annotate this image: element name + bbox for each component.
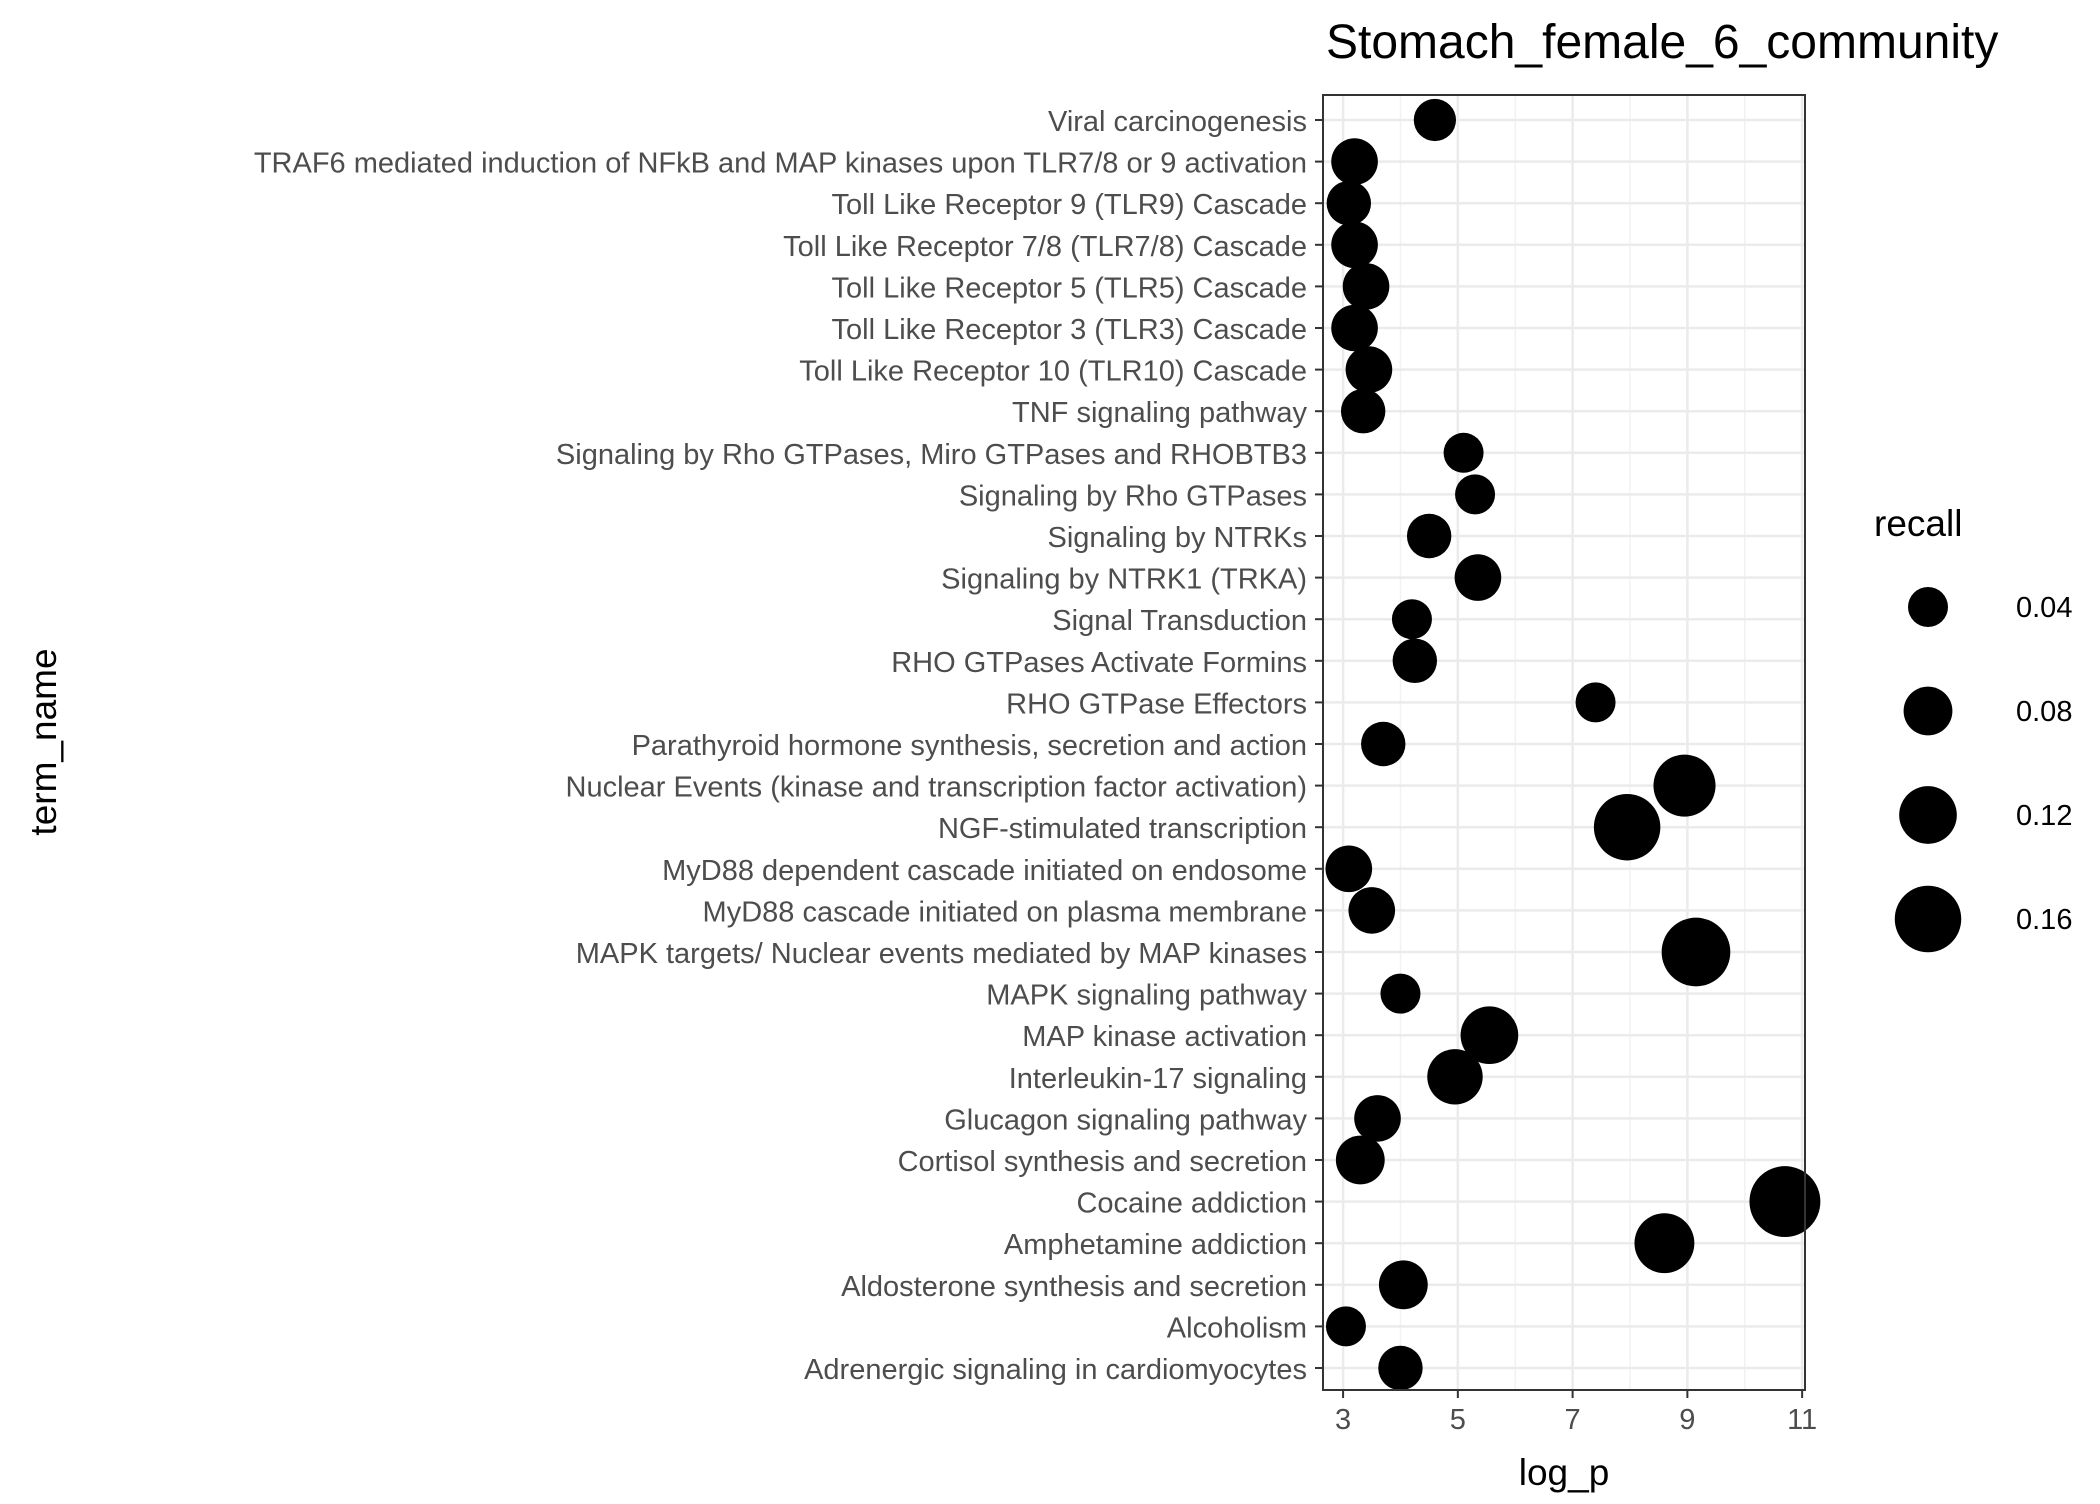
y-tick-label: Nuclear Events (kinase and transcription… (566, 772, 1307, 804)
y-tick-label: MAPK signaling pathway (986, 980, 1307, 1012)
data-point (1340, 388, 1386, 434)
y-axis: Viral carcinogenesis TRAF6 mediated induc… (254, 106, 1323, 1386)
data-point (1575, 682, 1616, 723)
data-point (1378, 1260, 1428, 1310)
data-point (1391, 599, 1432, 640)
chart-title: Stomach_female_6_community (1326, 16, 1998, 69)
x-tick-label: 5 (1450, 1404, 1466, 1436)
legend-key-circle (1899, 786, 1957, 844)
data-point (1413, 98, 1456, 142)
data-point (1392, 638, 1438, 684)
legend: recall 0.04 0.08 0.12 0.16 (1874, 503, 2072, 953)
y-tick-label: Signaling by NTRKs (1048, 522, 1308, 554)
y-tick-label: MAP kinase activation (1022, 1021, 1307, 1053)
y-tick-label: Cocaine addiction (1076, 1188, 1307, 1220)
data-point (1749, 1166, 1821, 1238)
legend-title: recall (1874, 503, 1962, 544)
y-tick-label: Adrenergic signaling in cardiomyocytes (804, 1354, 1307, 1386)
data-point (1661, 917, 1731, 987)
y-tick-label: Viral carcinogenesis (1048, 106, 1307, 138)
y-tick-label: Signaling by Rho GTPases, Miro GTPases a… (556, 439, 1307, 471)
legend-entry-label: 0.16 (2016, 904, 2072, 936)
y-tick-label: Cortisol synthesis and secretion (898, 1146, 1307, 1178)
data-point (1354, 1095, 1401, 1142)
data-point (1455, 474, 1496, 515)
data-point (1342, 263, 1390, 310)
data-point (1460, 1006, 1519, 1065)
y-tick-label: Aldosterone synthesis and secretion (841, 1271, 1307, 1303)
data-point (1345, 346, 1393, 393)
y-tick-label: MyD88 dependent cascade initiated on end… (662, 855, 1307, 887)
x-axis: 3 5 7 9 11 (1335, 1390, 1817, 1436)
y-tick-label: MAPK targets/ Nuclear events mediated by… (576, 938, 1307, 970)
y-tick-label: Toll Like Receptor 9 (TLR9) Cascade (832, 189, 1307, 221)
legend-key-circle (1894, 885, 1962, 953)
y-tick-label: Amphetamine addiction (1004, 1229, 1307, 1261)
data-point (1378, 1345, 1423, 1391)
data-point (1406, 513, 1452, 559)
y-tick-label: TRAF6 mediated induction of NFkB and MAP… (254, 148, 1307, 180)
data-point (1454, 554, 1502, 601)
legend-entry-label: 0.08 (2016, 696, 2072, 728)
data-point (1634, 1213, 1695, 1274)
data-point (1653, 754, 1716, 817)
data-point (1325, 1306, 1366, 1347)
y-tick-label: Interleukin-17 signaling (1009, 1063, 1307, 1095)
y-tick-label: Parathyroid hormone synthesis, secretion… (632, 730, 1307, 762)
x-tick-label: 3 (1335, 1404, 1351, 1436)
legend-entry-label: 0.04 (2016, 592, 2072, 624)
y-tick-label: Toll Like Receptor 3 (TLR3) Cascade (832, 314, 1307, 346)
data-point (1361, 721, 1406, 767)
y-tick-label: Alcoholism (1167, 1312, 1307, 1344)
grid-layer (1323, 95, 1805, 1390)
y-tick-label: RHO GTPase Effectors (1006, 688, 1307, 720)
y-tick-label: Toll Like Receptor 7/8 (TLR7/8) Cascade (783, 231, 1307, 263)
data-point (1348, 887, 1396, 934)
legend-key-circle (1908, 587, 1948, 627)
y-tick-label: Signaling by NTRK1 (TRKA) (941, 564, 1307, 596)
x-tick-label: 7 (1565, 1404, 1581, 1436)
data-point (1593, 793, 1661, 861)
x-axis-label: log_p (1519, 1452, 1610, 1493)
data-point (1443, 432, 1484, 473)
data-point (1331, 304, 1378, 352)
data-point (1325, 845, 1373, 893)
x-tick-label: 11 (1787, 1404, 1817, 1436)
data-point (1331, 221, 1378, 269)
y-tick-label: Signaling by Rho GTPases (959, 480, 1307, 512)
data-point (1335, 1135, 1385, 1185)
data-point (1380, 973, 1421, 1014)
points-layer (1325, 98, 1821, 1391)
y-tick-label: RHO GTPases Activate Formins (891, 647, 1307, 679)
y-tick-label: TNF signaling pathway (1012, 397, 1307, 429)
legend-key-circle (1903, 686, 1953, 736)
y-tick-label: Toll Like Receptor 10 (TLR10) Cascade (799, 356, 1307, 388)
legend-entry-label: 0.12 (2016, 800, 2072, 832)
y-tick-label: Signal Transduction (1052, 605, 1307, 637)
plot-panel-border (1322, 94, 1806, 1391)
x-tick-label: 9 (1679, 1404, 1695, 1436)
data-point (1427, 1049, 1483, 1105)
y-tick-label: Toll Like Receptor 5 (TLR5) Cascade (832, 272, 1307, 304)
data-point (1326, 180, 1372, 226)
data-point (1331, 138, 1378, 185)
y-tick-label: Glucagon signaling pathway (944, 1104, 1307, 1136)
y-tick-label: MyD88 cascade initiated on plasma membra… (703, 896, 1307, 928)
y-tick-label: NGF-stimulated transcription (938, 813, 1307, 845)
y-axis-label: term_name (23, 648, 64, 835)
